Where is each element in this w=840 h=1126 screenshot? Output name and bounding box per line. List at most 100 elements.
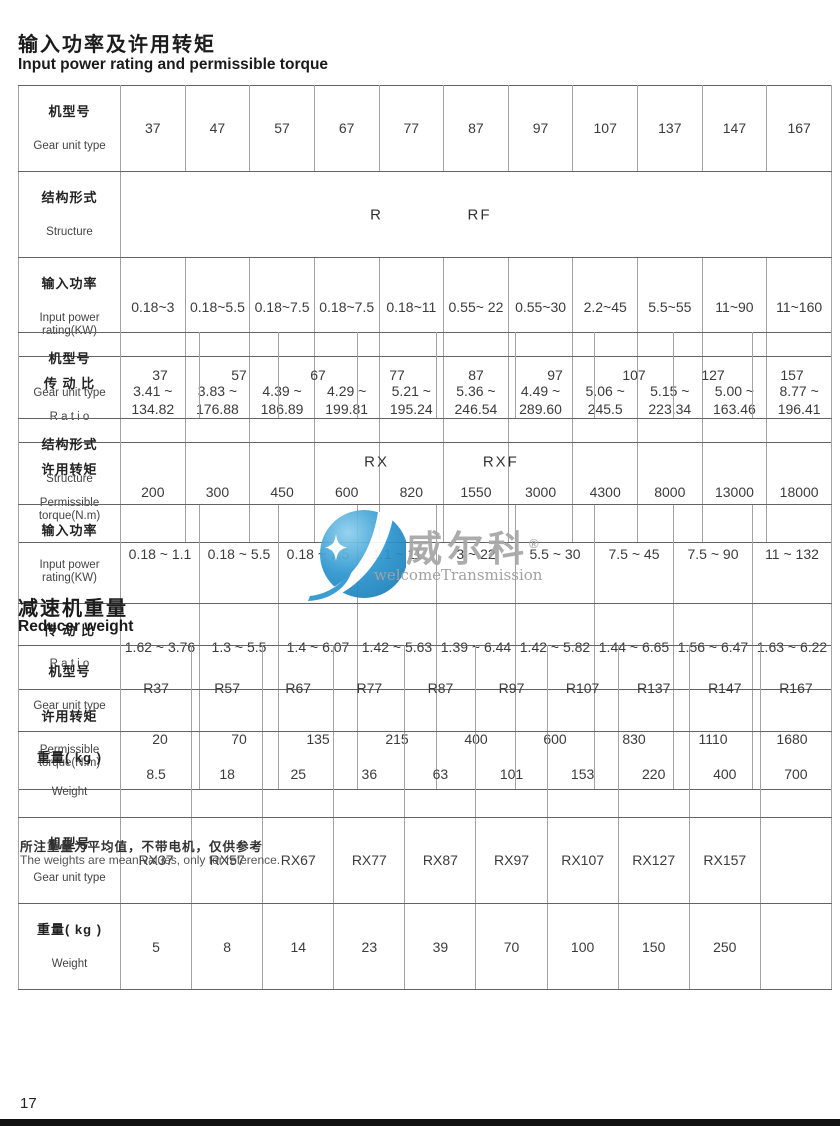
- cell: 0.18 ~ 5.5: [199, 504, 279, 605]
- cell: R67: [262, 644, 335, 733]
- row-rx-weights: 重量( kg ) Weight 5 8 14 23 39 70 100 150 …: [18, 903, 833, 991]
- row-label-zh: 机型号: [48, 664, 91, 680]
- structure-r: R: [370, 205, 384, 223]
- row-label-zh: 输入功率: [41, 276, 98, 292]
- structure-merged-cell: R RF: [120, 171, 832, 259]
- row-r-types: 机型号 Gear unit type R37 R57 R67 R77 R87 R…: [18, 644, 833, 733]
- cell: 57: [199, 331, 279, 420]
- structure-merged-cell: RX RXF: [120, 418, 832, 506]
- cell: [759, 903, 833, 991]
- cell: 25: [262, 731, 335, 819]
- row-label-en: Gear unit type: [33, 139, 106, 152]
- row-label-en: Gear unit type: [33, 871, 106, 884]
- row-label: 结构形式 Structure: [18, 418, 121, 506]
- cell: 14: [262, 903, 335, 991]
- cell: 8: [191, 903, 264, 991]
- cell: [759, 817, 833, 905]
- cell: 37: [120, 331, 200, 420]
- row-rx-types: 机型号 Gear unit type RX37 RX57 RX67 RX77 R…: [18, 817, 833, 905]
- cell: 250: [688, 903, 761, 991]
- cell: 39: [404, 903, 477, 991]
- cell: 153: [546, 731, 619, 819]
- row-label: 机型号 Gear unit type: [18, 84, 121, 173]
- cell: R107: [546, 644, 619, 733]
- cell: R87: [404, 644, 477, 733]
- cell: R147: [688, 644, 761, 733]
- cell: RX97: [475, 817, 548, 905]
- row-label-zh: 传 动 比: [43, 622, 96, 638]
- row-label: 重量( kg ) Weight: [18, 731, 121, 819]
- row-label: 输入功率 Input power rating(KW): [18, 504, 121, 605]
- cell: R37: [119, 644, 193, 733]
- cell: 63: [404, 731, 477, 819]
- row-label-zh: 输入功率: [41, 523, 98, 539]
- registered-mark: ®: [529, 536, 539, 551]
- cell: 77: [357, 331, 437, 420]
- cell: RX57: [191, 817, 264, 905]
- row-label-zh: 机型号: [48, 836, 91, 852]
- section2-title-en: Reducer weight: [18, 618, 134, 635]
- section1-title-en: Input power rating and permissible torqu…: [18, 56, 329, 73]
- cell: R167: [759, 644, 833, 733]
- cell: 7.5 ~ 45: [594, 504, 674, 605]
- cell: 700: [759, 731, 833, 819]
- section2-title-zh: 减速机重量: [18, 598, 128, 620]
- cell: 77: [378, 84, 445, 173]
- cell: 150: [617, 903, 690, 991]
- cell: RX157: [688, 817, 761, 905]
- cell: 87: [436, 331, 516, 420]
- cell: 101: [475, 731, 548, 819]
- row-label: 机型号 Gear unit type: [18, 644, 121, 733]
- brand-watermark: 威尔科® welcomeTransmission: [306, 506, 546, 602]
- page-number: 17: [20, 1095, 37, 1112]
- cell: R97: [475, 644, 548, 733]
- cell: RX87: [404, 817, 477, 905]
- row-label-en: Input power rating(KW): [39, 558, 100, 584]
- cell: 47: [184, 84, 251, 173]
- cell: 167: [766, 84, 832, 173]
- cell: 107: [572, 84, 638, 173]
- row-label-zh: 结构形式: [41, 437, 98, 453]
- brand-subtitle: welcomeTransmission: [374, 566, 543, 584]
- row-r-weights: 重量( kg ) Weight 8.5 18 25 36 63 101 153 …: [18, 731, 833, 819]
- section1-title-zh: 输入功率及许用转矩: [18, 34, 216, 56]
- row-label-en: Gear unit type: [33, 699, 106, 712]
- table-reducer-weight: 机型号 Gear unit type R37 R57 R67 R77 R87 R…: [18, 644, 833, 991]
- cell: 87: [443, 84, 509, 173]
- cell: RX67: [262, 817, 335, 905]
- structure-rx: RX: [364, 452, 390, 470]
- row-gear-unit-type: 机型号 Gear unit type 37 57 67 77 87 97 107…: [18, 331, 832, 420]
- cell: 11 ~ 132: [752, 504, 832, 605]
- row-label-en: Structure: [46, 225, 93, 238]
- cell: 7.5 ~ 90: [673, 504, 753, 605]
- cell: 57: [249, 84, 315, 173]
- cell: RX37: [119, 817, 193, 905]
- cell: R137: [617, 644, 690, 733]
- row-label: 机型号 Gear unit type: [18, 817, 121, 905]
- row-label-zh: 结构形式: [41, 190, 98, 206]
- cell: R57: [191, 644, 264, 733]
- cell: 36: [333, 731, 406, 819]
- row-structure: 结构形式 Structure R RF: [18, 171, 832, 259]
- row-label: 机型号 Gear unit type: [18, 331, 121, 420]
- cell: 97: [507, 84, 574, 173]
- cell: 67: [313, 84, 380, 173]
- cell: 137: [637, 84, 703, 173]
- cell: 23: [333, 903, 406, 991]
- cell: 400: [688, 731, 761, 819]
- cell: 8.5: [119, 731, 193, 819]
- row-label-en: Weight: [51, 957, 88, 970]
- cell: 157: [752, 331, 832, 420]
- cell: 67: [278, 331, 358, 420]
- row-label-en: Gear unit type: [33, 386, 106, 399]
- cell: 5: [119, 903, 193, 991]
- cell: RX127: [617, 817, 690, 905]
- row-gear-unit-type: 机型号 Gear unit type 37 47 57 67 77 87 97 …: [18, 84, 832, 173]
- row-label-zh: 机型号: [48, 104, 91, 120]
- bottom-divider-bar: [0, 1119, 840, 1126]
- row-label-en: Weight: [51, 785, 88, 798]
- cell: 100: [546, 903, 619, 991]
- row-label-zh: 重量( kg ): [36, 750, 103, 766]
- footnote-zh: 所注重量为平均值，不带电机，仅供参考: [20, 840, 264, 854]
- row-label-zh: 机型号: [48, 351, 91, 367]
